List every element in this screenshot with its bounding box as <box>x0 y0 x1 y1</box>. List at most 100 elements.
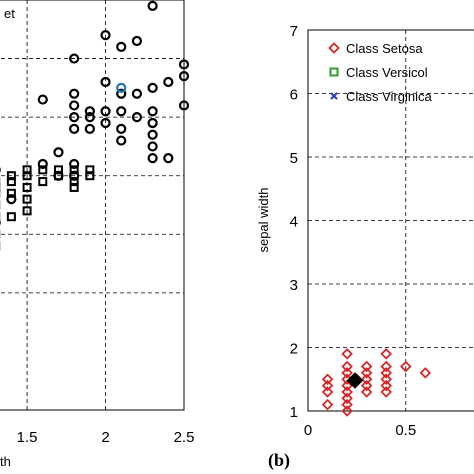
left-data-point <box>53 171 63 181</box>
left-data-point <box>84 112 95 123</box>
left-data-point <box>116 82 127 93</box>
right-data-point <box>380 360 392 373</box>
right-data-point <box>341 398 353 411</box>
left-data-point <box>22 194 32 204</box>
left-data-point <box>69 53 80 64</box>
left-data-point <box>22 206 32 216</box>
left-data-point <box>22 182 32 192</box>
left-data-point <box>163 76 174 88</box>
left-data-point <box>147 117 158 129</box>
left-plot-frame <box>0 0 185 411</box>
left-data-point <box>53 165 63 175</box>
left-data-point <box>69 158 80 170</box>
left-data-point <box>69 100 80 111</box>
right-x-tick-label: 0 <box>304 422 312 439</box>
left-data-point <box>147 129 158 140</box>
left-data-point <box>116 41 127 52</box>
left-scatter-panel: 1.5 2 2.5 et th <box>0 0 194 469</box>
right-data-point <box>419 367 432 379</box>
right-y-tick-label: 4 <box>290 214 298 231</box>
right-legend: Class Setosa Class Versicol Class Virginic… <box>328 41 433 104</box>
left-data-point <box>6 194 17 205</box>
right-data-point <box>341 405 353 417</box>
left-data-point <box>69 170 80 181</box>
left-data-point <box>163 153 174 164</box>
right-data-point <box>341 367 353 379</box>
right-data-point <box>341 379 353 392</box>
right-data-point <box>321 379 334 392</box>
left-data-point <box>6 188 16 198</box>
left-data-point <box>69 123 80 134</box>
left-data-point <box>22 165 32 175</box>
left-data-point <box>116 88 127 99</box>
left-data-point <box>69 112 80 123</box>
left-x-tick-label: 2 <box>101 429 109 446</box>
left-data-point <box>100 106 111 117</box>
left-data-point <box>6 212 16 222</box>
left-data-point <box>84 106 95 117</box>
left-data-point <box>37 158 48 170</box>
left-data-point <box>178 71 190 82</box>
right-data-point <box>360 386 373 398</box>
left-data-point <box>53 147 64 158</box>
left-data-point <box>6 171 16 181</box>
left-data-point <box>69 165 79 175</box>
left-data-point <box>147 153 158 164</box>
right-data-point <box>380 386 392 398</box>
legend-marker <box>329 67 339 77</box>
right-data-point <box>400 360 412 373</box>
left-data-point <box>84 123 95 134</box>
right-data-point <box>321 373 334 386</box>
legend-marker <box>328 42 340 54</box>
left-data-point <box>6 177 16 187</box>
right-data-point <box>380 373 392 386</box>
right-y-axis-label: sepal width <box>256 187 271 252</box>
left-data-point <box>38 165 48 175</box>
legend-label: Class Versicol <box>346 65 428 80</box>
legend-label: Class Setosa <box>346 41 423 56</box>
left-data-point <box>69 177 79 187</box>
left-data-point <box>147 82 158 93</box>
left-data-point <box>116 135 127 146</box>
right-data-point <box>341 386 353 398</box>
legend-label: Class Virginica <box>346 89 433 104</box>
left-data-point <box>85 165 95 175</box>
right-data-point <box>341 360 353 373</box>
right-y-tick-label: 7 <box>290 23 298 40</box>
panel-label-b: (b) <box>268 450 290 471</box>
legend-marker <box>330 92 338 100</box>
left-data-point <box>100 30 111 41</box>
left-data-point <box>22 171 32 181</box>
left-data-point <box>131 35 143 47</box>
right-y-tick-label: 6 <box>290 87 298 104</box>
right-data-point <box>360 379 373 392</box>
left-data-point <box>38 177 48 187</box>
right-y-tick-label: 3 <box>290 277 298 294</box>
left-x-tick-label: 2.5 <box>174 429 195 446</box>
right-data-point <box>321 386 334 398</box>
right-y-tick-label: 2 <box>290 341 298 358</box>
right-y-tick-label: 5 <box>290 150 298 167</box>
right-x-tick-label: 0.5 <box>395 422 416 439</box>
left-legend-fragment: et <box>4 6 15 21</box>
left-data-point <box>147 0 158 11</box>
right-y-tick-label: 1 <box>290 404 298 421</box>
left-x-axis-label: th <box>0 454 11 469</box>
left-data-point <box>147 106 158 117</box>
right-data-point <box>341 392 353 405</box>
left-data-point <box>131 112 143 123</box>
left-x-tick-label: 1.5 <box>17 429 38 446</box>
right-data-point <box>360 373 373 386</box>
right-data-point <box>360 360 373 373</box>
right-data-point <box>341 348 353 360</box>
right-data-point <box>380 348 392 360</box>
right-data-point <box>360 367 373 379</box>
right-data-point <box>380 367 392 379</box>
left-data-point <box>69 88 80 99</box>
left-data-point <box>131 88 143 99</box>
left-data-point <box>100 76 111 88</box>
left-data-point <box>178 100 190 111</box>
left-data-point <box>116 106 127 117</box>
right-data-point <box>321 398 334 411</box>
